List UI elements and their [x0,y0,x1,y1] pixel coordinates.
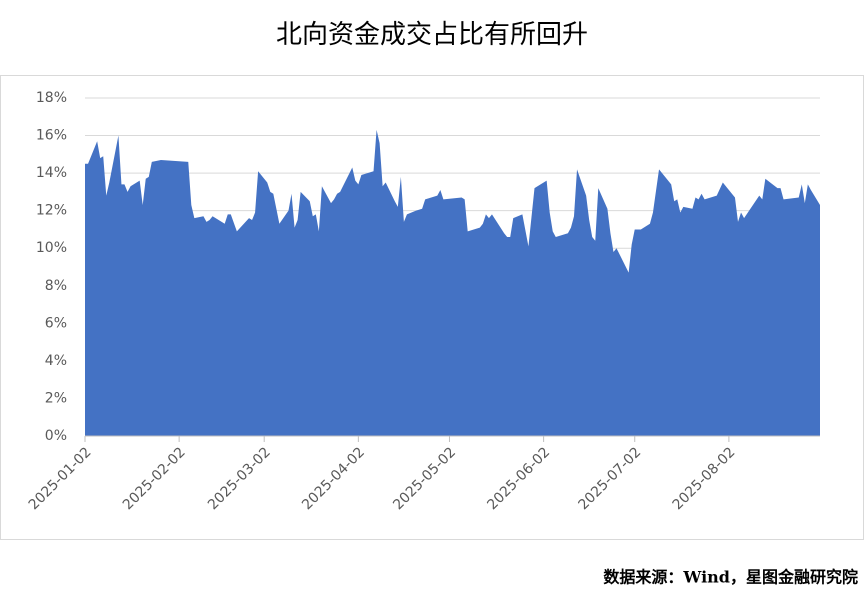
x-tick-label: 2025-03-02 [205,444,274,513]
x-tick-label: 2025-05-02 [390,444,459,513]
y-tick-label: 2% [45,390,67,406]
y-tick-label: 18% [36,90,67,106]
source-note: 数据来源：Wind，星图金融研究院 [603,568,858,587]
x-tick-label: 2025-06-02 [484,444,553,513]
x-tick-label: 2025-07-02 [576,444,645,513]
x-tick-label: 2025-08-02 [670,444,739,513]
y-tick-label: 12% [36,203,67,219]
chart-frame [0,75,864,540]
y-tick-label: 8% [45,278,67,294]
y-tick-label: 0% [45,428,67,444]
y-tick-label: 4% [45,353,67,369]
y-tick-label: 10% [36,240,67,256]
chart-title: 北向资金成交占比有所回升 [276,20,588,50]
x-tick-label: 2025-02-02 [120,444,189,513]
area [85,129,820,437]
y-tick-label: 16% [36,128,67,144]
x-tick-label: 2025-01-02 [26,444,95,513]
y-tick-label: 14% [36,165,67,181]
x-tick-label: 2025-04-02 [299,444,368,513]
y-tick-label: 6% [45,315,67,331]
